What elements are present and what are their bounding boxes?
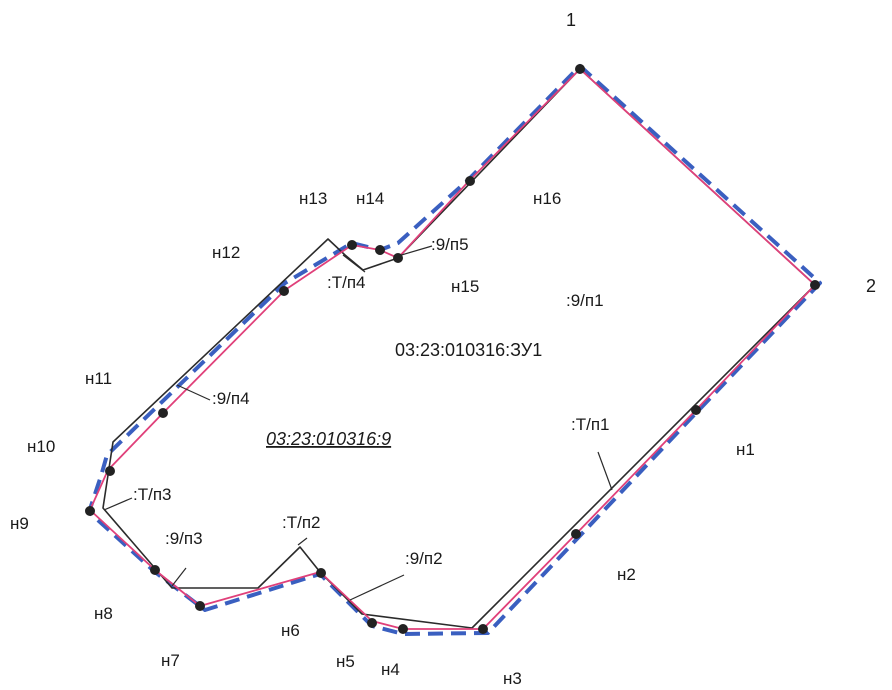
part-label-t-p4: :Т/п4 <box>327 273 366 292</box>
leader-p9-2 <box>349 574 405 601</box>
n-label-2: н2 <box>617 565 636 584</box>
n-label-14: н14 <box>356 189 384 208</box>
point-n4 <box>398 624 408 634</box>
n-label-12: н12 <box>212 243 240 262</box>
corner-label-2: 2 <box>866 276 876 296</box>
part-label-t-p2: :Т/п2 <box>282 513 321 532</box>
n-label-16: н16 <box>533 189 561 208</box>
existing-boundary <box>102 68 816 629</box>
n-label-10: н10 <box>27 437 55 456</box>
point-n6 <box>316 568 326 578</box>
cadastral-number-existing-plot: 03:23:010316:9 <box>266 429 391 449</box>
n-label-4: н4 <box>381 660 400 679</box>
point-n12 <box>279 286 289 296</box>
point-n3 <box>478 624 488 634</box>
n-label-15: н15 <box>451 277 479 296</box>
n-label-3: н3 <box>503 669 522 688</box>
leader-lines <box>103 245 613 601</box>
leader-p9-5 <box>397 245 433 257</box>
leader-t2 <box>297 537 308 546</box>
n-label-5: н5 <box>336 652 355 671</box>
part-label-9-p5: :9/п5 <box>431 235 469 254</box>
part-label-9-p2: :9/п2 <box>405 549 443 568</box>
leader-t3 <box>103 497 133 511</box>
corner-label-1: 1 <box>566 10 576 30</box>
n-label-7: н7 <box>161 651 180 670</box>
point-n2 <box>571 529 581 539</box>
leader-t4 <box>342 254 366 273</box>
n-label-11: н11 <box>85 369 112 388</box>
point-n14 <box>375 245 385 255</box>
part-label-9-p1: :9/п1 <box>566 291 604 310</box>
point-n5 <box>367 618 377 628</box>
leader-p9-3 <box>171 567 187 587</box>
point-n13 <box>347 240 357 250</box>
n-label-9: н9 <box>10 514 29 533</box>
cadastral-number-new-plot: 03:23:010316:ЗУ1 <box>395 340 542 360</box>
boundary-points <box>85 64 820 634</box>
point-2 <box>810 280 820 290</box>
n-label-1: н1 <box>736 440 755 459</box>
point-n10 <box>105 466 115 476</box>
point-n9 <box>85 506 95 516</box>
point-n7 <box>195 601 205 611</box>
point-n8 <box>150 565 160 575</box>
part-label-9-p3: :9/п3 <box>165 529 203 548</box>
point-n15 <box>393 253 403 263</box>
n-label-8: н8 <box>94 604 113 623</box>
n-label-13: н13 <box>299 189 327 208</box>
leader-p9-4 <box>176 384 211 401</box>
point-n11 <box>158 408 168 418</box>
part-label-t-p3: :Т/п3 <box>133 485 172 504</box>
point-n16 <box>465 176 475 186</box>
part-label-t-p1: :Т/п1 <box>571 415 610 434</box>
leader-t1 <box>597 451 613 491</box>
point-n1 <box>691 405 701 415</box>
point-1 <box>575 64 585 74</box>
n-label-6: н6 <box>281 621 300 640</box>
part-label-9-p4: :9/п4 <box>212 389 250 408</box>
